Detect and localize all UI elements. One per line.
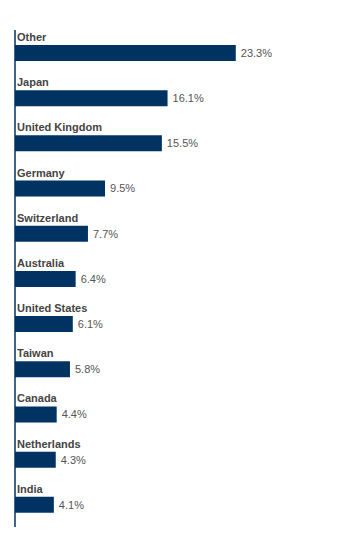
svg-text:Australia: Australia [17,257,65,269]
svg-text:Other: Other [17,31,47,43]
svg-text:16.1%: 16.1% [173,92,204,104]
svg-text:6.1%: 6.1% [78,318,103,330]
svg-text:Taiwan: Taiwan [17,347,54,359]
svg-text:Germany: Germany [17,167,66,179]
svg-text:4.4%: 4.4% [62,408,87,420]
svg-text:5.8%: 5.8% [75,363,100,375]
svg-text:Canada: Canada [17,392,58,404]
svg-text:Switzerland: Switzerland [17,212,78,224]
svg-text:4.3%: 4.3% [61,454,86,466]
svg-text:7.7%: 7.7% [93,228,118,240]
svg-text:Japan: Japan [17,76,49,88]
svg-text:Netherlands: Netherlands [17,438,81,450]
svg-text:15.5%: 15.5% [167,137,198,149]
svg-text:6.4%: 6.4% [81,273,106,285]
svg-text:United States: United States [17,302,87,314]
svg-text:India: India [17,483,44,495]
svg-text:23.3%: 23.3% [241,47,272,59]
svg-text:4.1%: 4.1% [59,499,84,511]
svg-text:9.5%: 9.5% [110,182,135,194]
svg-text:United Kingdom: United Kingdom [17,121,102,133]
